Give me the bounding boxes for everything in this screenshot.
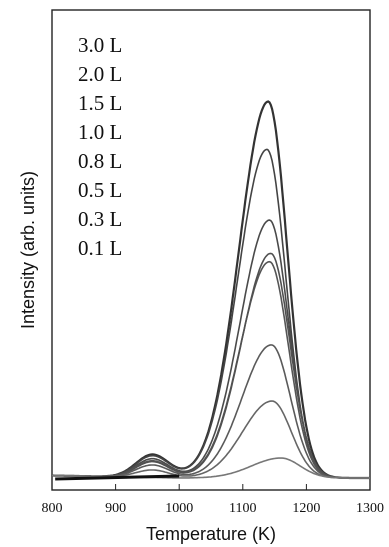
- y-axis-title: Intensity (arb. units): [18, 171, 38, 329]
- x-tick-label: 900: [105, 501, 126, 516]
- legend-entry: 2.0 L: [78, 62, 122, 86]
- x-tick-label: 1100: [229, 501, 256, 516]
- legend-entry: 0.5 L: [78, 178, 122, 202]
- legend: 3.0 L 2.0 L 1.5 L 1.0 L 0.8 L 0.5 L 0.3 L 0.1 L: [78, 33, 122, 260]
- series-line-1-0-l: [52, 260, 370, 479]
- x-axis-ticks: 800 900 1000 1100 1200 1300: [42, 484, 384, 516]
- legend-entry: 3.0 L: [78, 33, 122, 57]
- legend-entry: 0.1 L: [78, 236, 122, 260]
- plot-frame: [51, 9, 371, 491]
- legend-entry: 0.8 L: [78, 149, 122, 173]
- legend-entry: 1.0 L: [78, 120, 122, 144]
- x-tick-label: 800: [42, 501, 63, 516]
- x-tick-label: 1300: [356, 501, 384, 516]
- series-line-0-5-l: [52, 344, 370, 479]
- x-axis-title: Temperature (K): [146, 524, 276, 544]
- baseline-segment: [55, 474, 180, 481]
- series-line-0-3-l: [52, 400, 370, 479]
- legend-entry: 0.3 L: [78, 207, 122, 231]
- x-tick-label: 1000: [165, 501, 193, 516]
- legend-entry: 1.5 L: [78, 91, 122, 115]
- series-curves: [52, 100, 370, 481]
- x-tick-label: 1200: [292, 501, 320, 516]
